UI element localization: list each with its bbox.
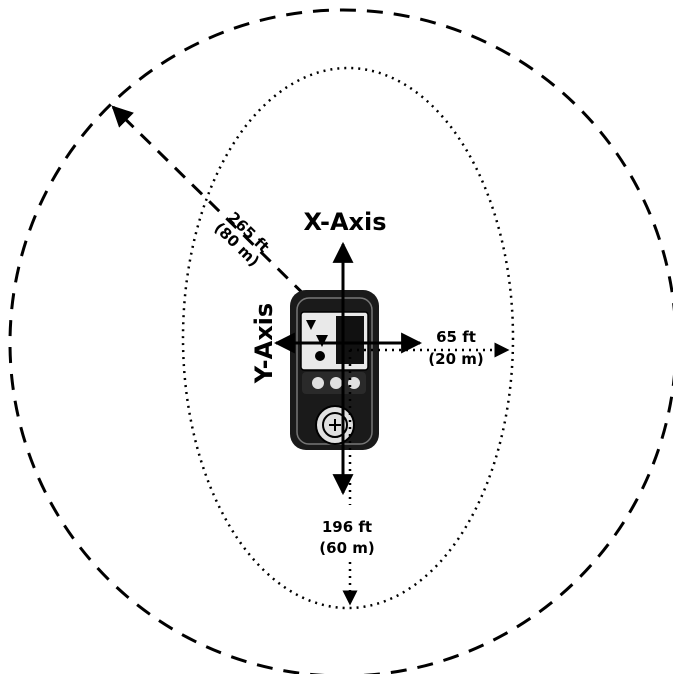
outer-radius-line: [111, 105, 324, 314]
remote-control-device-icon: [290, 290, 379, 450]
side-range-label-m: (20 m): [428, 350, 483, 368]
bottom-range-label-ft: 196 ft: [322, 518, 372, 536]
inner-range-ellipse: [181, 66, 515, 610]
x-axis-label: X-Axis: [303, 208, 386, 236]
y-axis-label: Y-Axis: [250, 303, 278, 384]
outer-range-circle: [8, 8, 673, 674]
bottom-range-label-m: (60 m): [319, 539, 374, 557]
side-range-label-ft: 65 ft: [436, 328, 476, 346]
